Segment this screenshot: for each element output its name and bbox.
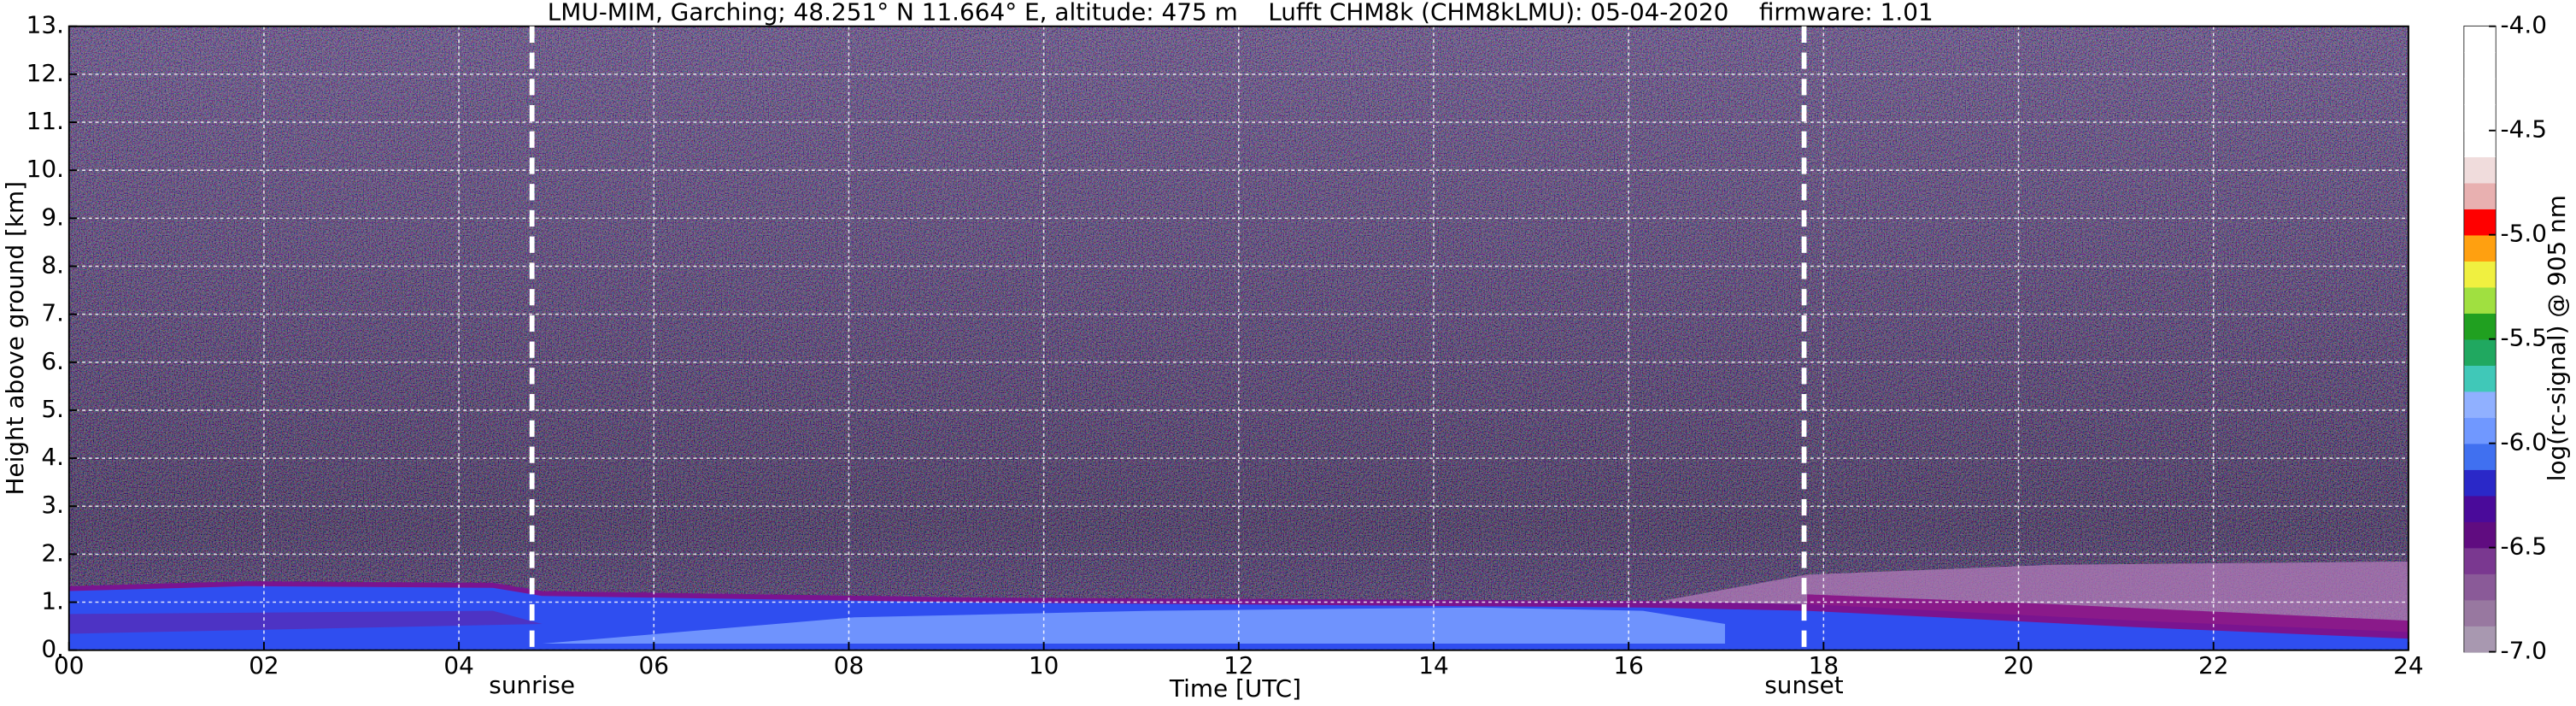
x-tick-label: 14 xyxy=(1418,651,1448,680)
colorbar-segment xyxy=(2464,104,2496,132)
y-tick-label: 5. xyxy=(41,395,64,423)
stable-layer xyxy=(68,610,543,634)
colorbar-segment xyxy=(2464,521,2496,549)
y-tick-label: 1. xyxy=(41,587,64,615)
y-tick-label: 9. xyxy=(41,203,64,231)
colorbar-tick-label: -4.0 xyxy=(2501,11,2547,39)
colorbar-segment xyxy=(2464,130,2496,157)
x-tick-label: 18 xyxy=(1809,651,1839,680)
colorbar-segment xyxy=(2464,78,2496,105)
colorbar-segment xyxy=(2464,52,2496,79)
colorbar-segment xyxy=(2464,234,2496,262)
annotation-label: sunrise xyxy=(489,671,575,699)
colorbar-segment xyxy=(2464,156,2496,184)
colorbar-segment xyxy=(2464,338,2496,366)
y-axis-label: Height above ground [km] xyxy=(1,181,29,495)
colorbar-tick-label: -6.0 xyxy=(2501,428,2547,456)
y-tick-label: 2. xyxy=(41,538,64,567)
colorbar-label: log(rc-signal) @ 905 nm xyxy=(2543,195,2571,481)
annotation-label: sunset xyxy=(1764,671,1844,699)
x-axis-label: Time [UTC] xyxy=(1169,674,1301,703)
colorbar-segment xyxy=(2464,574,2496,601)
y-tick-label: 10. xyxy=(26,155,64,183)
colorbar-segment xyxy=(2464,365,2496,392)
y-tick-label: 11. xyxy=(26,107,64,135)
colorbar-segment xyxy=(2464,547,2496,574)
colorbar-segment xyxy=(2464,469,2496,497)
x-tick-label: 16 xyxy=(1613,651,1643,680)
y-tick-label: 7. xyxy=(41,299,64,327)
x-tick-label: 08 xyxy=(834,651,864,680)
colorbar-segment xyxy=(2464,391,2496,418)
colorbar-tick-label: -5.0 xyxy=(2501,220,2547,248)
colorbar-tick-label: -4.5 xyxy=(2501,115,2547,144)
colorbar-segment xyxy=(2464,443,2496,470)
colorbar-segment xyxy=(2464,417,2496,444)
x-tick-label: 04 xyxy=(443,651,473,680)
mixed-layer xyxy=(542,607,1725,644)
colorbar-segment xyxy=(2464,182,2496,209)
colorbar-segment xyxy=(2464,286,2496,314)
y-tick-label: 0. xyxy=(41,635,64,663)
colorbar-segment xyxy=(2464,26,2496,53)
y-tick-label: 3. xyxy=(41,491,64,519)
y-tick-label: 4. xyxy=(41,443,64,471)
x-tick-label: 20 xyxy=(2004,651,2033,680)
y-tick-label: 13. xyxy=(26,11,64,39)
x-tick-label: 06 xyxy=(639,651,669,680)
x-tick-label: 12 xyxy=(1223,651,1253,680)
y-tick-label: 8. xyxy=(41,250,64,279)
x-tick-label: 10 xyxy=(1029,651,1059,680)
colorbar-tick-label: -7.0 xyxy=(2501,637,2547,665)
colorbar-segment xyxy=(2464,495,2496,522)
colorbar-segment xyxy=(2464,599,2496,627)
colorbar-segment xyxy=(2464,313,2496,340)
colorbar-tick-label: -5.5 xyxy=(2501,324,2547,352)
colorbar-tick-label: -6.5 xyxy=(2501,532,2547,561)
colorbar-segment xyxy=(2464,261,2496,288)
x-tick-label: 22 xyxy=(2198,651,2228,680)
chart-title: LMU-MIM, Garching; 48.251° N 11.664° E, … xyxy=(548,0,1933,26)
colorbar-segment xyxy=(2464,626,2496,653)
x-tick-label: 24 xyxy=(2393,651,2423,680)
colorbar-segment xyxy=(2464,209,2496,236)
x-tick-label: 00 xyxy=(54,651,84,680)
y-tick-label: 6. xyxy=(41,347,64,375)
y-tick-label: 12. xyxy=(26,59,64,87)
x-tick-label: 02 xyxy=(249,651,279,680)
